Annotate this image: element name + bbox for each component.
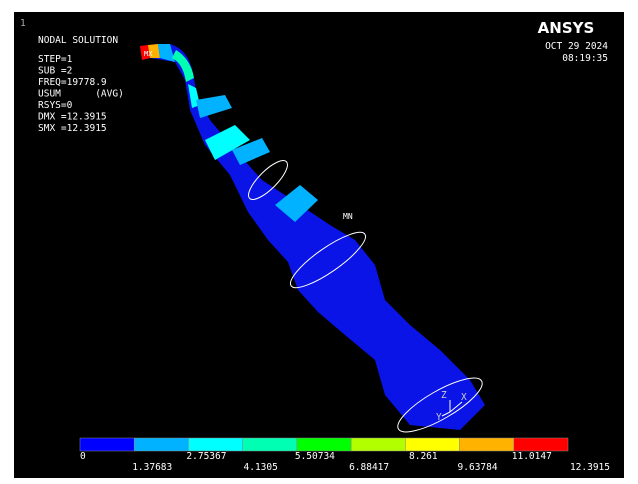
legend-label: 12.3915	[570, 462, 610, 473]
info-line: STEP=1	[38, 54, 73, 65]
legend-label: 6.88417	[349, 462, 389, 473]
min-marker: MN	[343, 212, 353, 221]
axis-label: Y	[436, 412, 442, 423]
legend-swatch	[514, 438, 568, 451]
date: OCT 29 2024	[545, 41, 608, 52]
legend-swatch	[405, 438, 459, 451]
legend-swatch	[460, 438, 514, 451]
legend-swatch	[351, 438, 405, 451]
info-line: SMX =12.3915	[38, 123, 107, 134]
logo: ANSYS	[538, 19, 595, 37]
axis-label: Z	[441, 390, 447, 401]
screen: 1 NODAL SOLUTION STEP=1SUB =2FREQ=19778.…	[0, 0, 638, 484]
window-number: 1	[20, 18, 26, 29]
legend-swatch	[80, 438, 134, 451]
max-marker: MX	[144, 50, 153, 58]
legend-swatch	[297, 438, 351, 451]
legend-label: 2.75367	[186, 451, 226, 462]
legend-label: 0	[80, 451, 86, 462]
legend-label: 8.261	[409, 451, 438, 462]
legend-label: 5.50734	[295, 451, 335, 462]
info-line: DMX =12.3915	[38, 112, 107, 123]
info-line: FREQ=19778.9	[38, 77, 107, 88]
info-line: SUB =2	[38, 66, 72, 77]
legend-label: 9.63784	[458, 462, 498, 473]
legend-swatch	[243, 438, 297, 451]
info-line: USUM (AVG)	[38, 89, 124, 100]
legend-label: 11.0147	[512, 451, 552, 462]
axis-label: X	[461, 392, 467, 403]
plot-title: NODAL SOLUTION	[38, 35, 118, 46]
page: 1 NODAL SOLUTION STEP=1SUB =2FREQ=19778.…	[0, 0, 638, 484]
legend-swatch	[188, 438, 242, 451]
legend-swatch	[134, 438, 188, 451]
legend-label: 1.37683	[132, 462, 172, 473]
time: 08:19:35	[562, 53, 608, 64]
info-line: RSYS=0	[38, 100, 73, 111]
legend-label: 4.1305	[244, 462, 278, 473]
